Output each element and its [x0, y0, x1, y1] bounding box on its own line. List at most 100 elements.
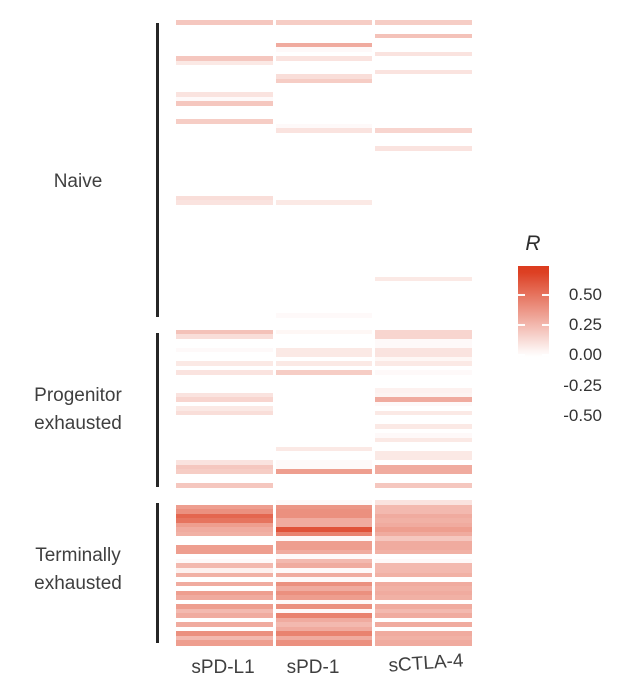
heatmap-cell: [375, 294, 472, 300]
heatmap-cell: [176, 631, 273, 637]
heatmap-cell: [375, 388, 472, 394]
heatmap-cell: [375, 105, 472, 111]
heatmap-cell: [176, 249, 273, 255]
heatmap-cell: [276, 356, 372, 362]
heatmap-cell: [276, 608, 372, 614]
heatmap-cell: [375, 626, 472, 632]
heatmap-cell: [375, 527, 472, 533]
heatmap-cell: [375, 204, 472, 210]
heatmap-cell: [176, 164, 273, 170]
heatmap-cell: [276, 361, 372, 367]
heatmap-cell: [176, 209, 273, 215]
heatmap-cell: [276, 343, 372, 349]
heatmap-cell: [375, 554, 472, 560]
heatmap-cell: [176, 65, 273, 71]
heatmap-cell: [375, 397, 472, 403]
heatmap-cell: [176, 590, 273, 596]
heatmap-cell: [176, 464, 273, 470]
heatmap-cell: [375, 631, 472, 637]
heatmap-cell: [176, 522, 273, 528]
heatmap-cell: [375, 361, 472, 367]
heatmap-cell: [375, 29, 472, 35]
heatmap-cell: [375, 374, 472, 380]
heatmap-cell: [375, 478, 472, 484]
heatmap-cell: [176, 132, 273, 138]
legend-tick-label: 0.00: [568, 345, 602, 365]
heatmap-cell: [375, 200, 472, 206]
legend-tick-label: -0.50: [563, 405, 602, 425]
heatmap-cell: [176, 128, 273, 134]
heatmap-cell: [176, 92, 273, 98]
heatmap-cell: [375, 347, 472, 354]
heatmap-cell: [375, 563, 472, 569]
heatmap-cell: [375, 536, 472, 542]
heatmap-cell: [176, 42, 273, 48]
heatmap-cell: [276, 110, 372, 116]
heatmap-cell: [375, 455, 472, 461]
heatmap-cell: [375, 540, 472, 546]
heatmap-cell: [375, 168, 472, 174]
heatmap-cell: [276, 74, 372, 80]
heatmap-cell: [176, 78, 273, 84]
heatmap-cell: [375, 513, 472, 519]
legend-tick-mark: [518, 354, 525, 357]
heatmap-cell: [276, 272, 372, 278]
heatmap-cell: [176, 191, 273, 197]
heatmap-cell: [375, 258, 472, 264]
heatmap-cell: [276, 370, 372, 376]
heatmap-cell: [276, 119, 372, 125]
heatmap-cell: [375, 406, 472, 412]
heatmap-cell: [375, 245, 472, 251]
heatmap-cell: [276, 595, 372, 601]
heatmap-cell: [276, 249, 372, 255]
heatmap-cell: [276, 460, 372, 466]
heatmap-cell: [276, 204, 372, 210]
heatmap-cell: [375, 473, 472, 479]
heatmap-cell: [276, 540, 372, 546]
heatmap-cell: [176, 222, 273, 228]
row-group-label-progenitor: Progenitor exhausted: [4, 382, 152, 438]
heatmap-cell: [375, 577, 472, 583]
heatmap-cell: [276, 236, 372, 242]
heatmap-cell: [176, 186, 273, 192]
heatmap-cell: [176, 500, 273, 506]
heatmap-cell: [176, 204, 273, 210]
heatmap-cell: [375, 24, 472, 30]
heatmap-cell: [375, 446, 472, 452]
heatmap-cell: [375, 254, 472, 260]
legend-tick-mark: [542, 324, 549, 327]
heatmap-cell: [176, 303, 273, 309]
heatmap-cell: [176, 338, 273, 345]
legend-tick-label: -0.25: [563, 375, 602, 395]
heatmap-cell: [375, 263, 472, 269]
heatmap-cell: [176, 406, 273, 412]
heatmap-cell: [276, 415, 372, 421]
heatmap-cell: [176, 527, 273, 533]
heatmap-cell: [375, 334, 472, 340]
heatmap-cell: [176, 581, 273, 587]
heatmap-cell: [375, 276, 472, 282]
heatmap-cell: [176, 379, 273, 385]
heatmap-cell: [176, 123, 273, 129]
heatmap-cell: [176, 195, 273, 201]
heatmap-cell: [276, 617, 372, 623]
heatmap-cell: [276, 168, 372, 174]
heatmap-cell: [276, 222, 372, 228]
heatmap-cell: [375, 365, 472, 371]
heatmap-cell: [176, 285, 273, 291]
heatmap-cell: [276, 504, 372, 510]
heatmap-cell: [176, 33, 273, 39]
heatmap-cell: [375, 549, 472, 555]
heatmap-cell: [276, 527, 372, 533]
heatmap-cell: [176, 361, 273, 367]
heatmap-cell: [176, 330, 273, 336]
row-group-label-terminal: Terminally exhausted: [4, 542, 152, 598]
heatmap-cell: [276, 392, 372, 398]
heatmap-cell: [375, 227, 472, 233]
heatmap-cell: [176, 213, 273, 219]
heatmap-cell: [276, 640, 372, 646]
heatmap-cell: [276, 177, 372, 183]
column-label-spd1: sPD-1: [286, 657, 340, 678]
heatmap-cell: [176, 343, 273, 349]
heatmap-cell: [276, 401, 372, 407]
